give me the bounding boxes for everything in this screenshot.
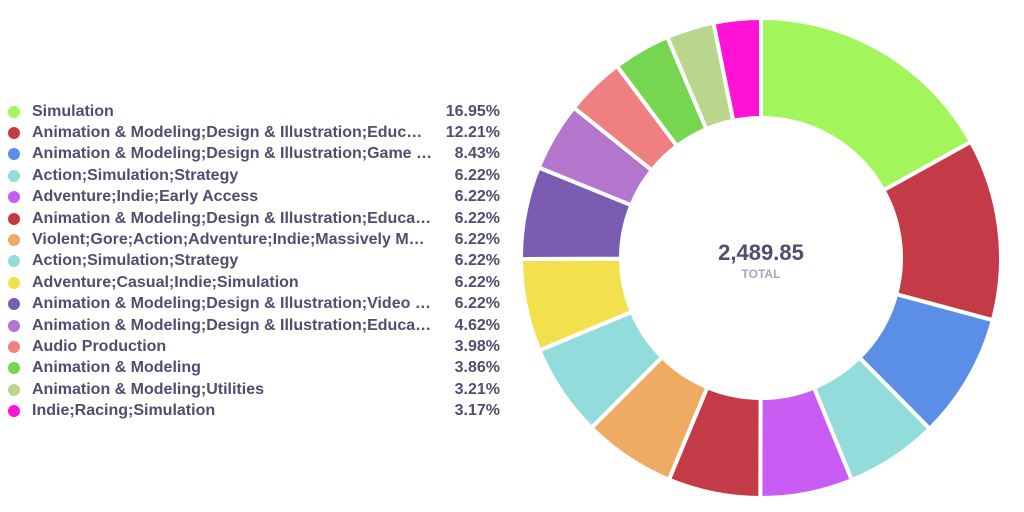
legend-item[interactable]: Action;Simulation;Strategy 6.22% bbox=[8, 165, 500, 186]
legend-item[interactable]: Violent;Gore;Action;Adventure;Indie;Mass… bbox=[8, 229, 500, 250]
legend-percent: 6.22% bbox=[454, 273, 500, 291]
legend-color-dot bbox=[8, 127, 20, 140]
legend-label: Animation & Modeling;Design & Illustrati… bbox=[32, 209, 432, 227]
center-total-value: 2,489.85 bbox=[718, 240, 804, 265]
legend-percent: 12.21% bbox=[445, 124, 500, 142]
legend-percent: 6.22% bbox=[454, 252, 500, 270]
legend-color-dot bbox=[8, 255, 20, 268]
legend-label: Animation & Modeling bbox=[32, 359, 201, 377]
legend-label: Animation & Modeling;Design & Illustrati… bbox=[32, 145, 433, 163]
legend-percent: 6.22% bbox=[454, 231, 500, 249]
legend-item[interactable]: Animation & Modeling;Design & Illustrati… bbox=[8, 122, 500, 143]
legend-item[interactable]: Adventure;Indie;Early Access 6.22% bbox=[8, 187, 500, 208]
chart-legend: Simulation 16.95% Animation & Modeling;Des… bbox=[8, 101, 500, 422]
legend-label: Violent;Gore;Action;Adventure;Indie;Mass… bbox=[32, 231, 425, 249]
legend-color-dot bbox=[8, 234, 20, 247]
legend-percent: 6.22% bbox=[454, 295, 500, 313]
legend-color-dot bbox=[8, 191, 20, 204]
legend-color-dot bbox=[8, 298, 20, 311]
legend-item[interactable]: Action;Simulation;Strategy 6.22% bbox=[8, 251, 500, 272]
legend-percent: 6.22% bbox=[454, 209, 500, 227]
legend-percent: 4.62% bbox=[454, 316, 500, 334]
legend-color-dot bbox=[8, 276, 20, 289]
legend-item[interactable]: Animation & Modeling;Design & Illustrati… bbox=[8, 144, 500, 165]
legend-item[interactable]: Animation & Modeling 3.86% bbox=[8, 358, 500, 379]
legend-label: Adventure;Casual;Indie;Simulation bbox=[32, 273, 299, 291]
legend-percent: 3.86% bbox=[454, 359, 500, 377]
legend-item[interactable]: Animation & Modeling;Design & Illustrati… bbox=[8, 315, 500, 336]
center-total-label: TOTAL bbox=[742, 267, 781, 281]
legend-color-dot bbox=[8, 319, 20, 332]
legend-percent: 3.17% bbox=[454, 402, 500, 420]
legend-color-dot bbox=[8, 212, 20, 225]
legend-color-dot bbox=[8, 383, 20, 396]
legend-item[interactable]: Audio Production 3.98% bbox=[8, 336, 500, 357]
legend-color-dot bbox=[8, 105, 20, 118]
legend-color-dot bbox=[8, 362, 20, 375]
legend-label: Audio Production bbox=[32, 337, 167, 355]
legend-item[interactable]: Indie;Racing;Simulation 3.17% bbox=[8, 400, 500, 421]
legend-label: Animation & Modeling;Design & Illustrati… bbox=[32, 316, 432, 334]
legend-item[interactable]: Animation & Modeling;Utilities 3.21% bbox=[8, 379, 500, 400]
legend-percent: 6.22% bbox=[454, 166, 500, 184]
legend-label: Indie;Racing;Simulation bbox=[32, 402, 216, 420]
legend-item[interactable]: Animation & Modeling;Design & Illustrati… bbox=[8, 208, 500, 229]
donut-slices bbox=[518, 15, 1003, 501]
legend-percent: 3.98% bbox=[454, 337, 500, 355]
legend-label: Simulation bbox=[32, 102, 114, 120]
legend-item[interactable]: Simulation 16.95% bbox=[8, 101, 500, 122]
legend-item[interactable]: Adventure;Casual;Indie;Simulation 6.22% bbox=[8, 272, 500, 293]
legend-label: Animation & Modeling;Design & Illustrati… bbox=[32, 295, 431, 313]
legend-percent: 6.22% bbox=[454, 188, 500, 206]
legend-percent: 3.21% bbox=[454, 380, 500, 398]
legend-label: Action;Simulation;Strategy bbox=[32, 252, 239, 270]
legend-color-dot bbox=[8, 169, 20, 182]
legend-color-dot bbox=[8, 340, 20, 353]
donut-chart: 2,489.85 TOTAL bbox=[518, 15, 1003, 501]
legend-label: Animation & Modeling;Design & Illustrati… bbox=[32, 124, 423, 142]
legend-color-dot bbox=[8, 405, 20, 418]
legend-percent: 8.43% bbox=[454, 145, 500, 163]
legend-label: Action;Simulation;Strategy bbox=[32, 166, 239, 184]
legend-color-dot bbox=[8, 148, 20, 161]
legend-item[interactable]: Animation & Modeling;Design & Illustrati… bbox=[8, 294, 500, 315]
legend-percent: 16.95% bbox=[445, 102, 500, 120]
legend-label: Animation & Modeling;Utilities bbox=[32, 380, 264, 398]
legend-label: Adventure;Indie;Early Access bbox=[32, 188, 259, 206]
donut-slice[interactable] bbox=[711, 15, 763, 124]
